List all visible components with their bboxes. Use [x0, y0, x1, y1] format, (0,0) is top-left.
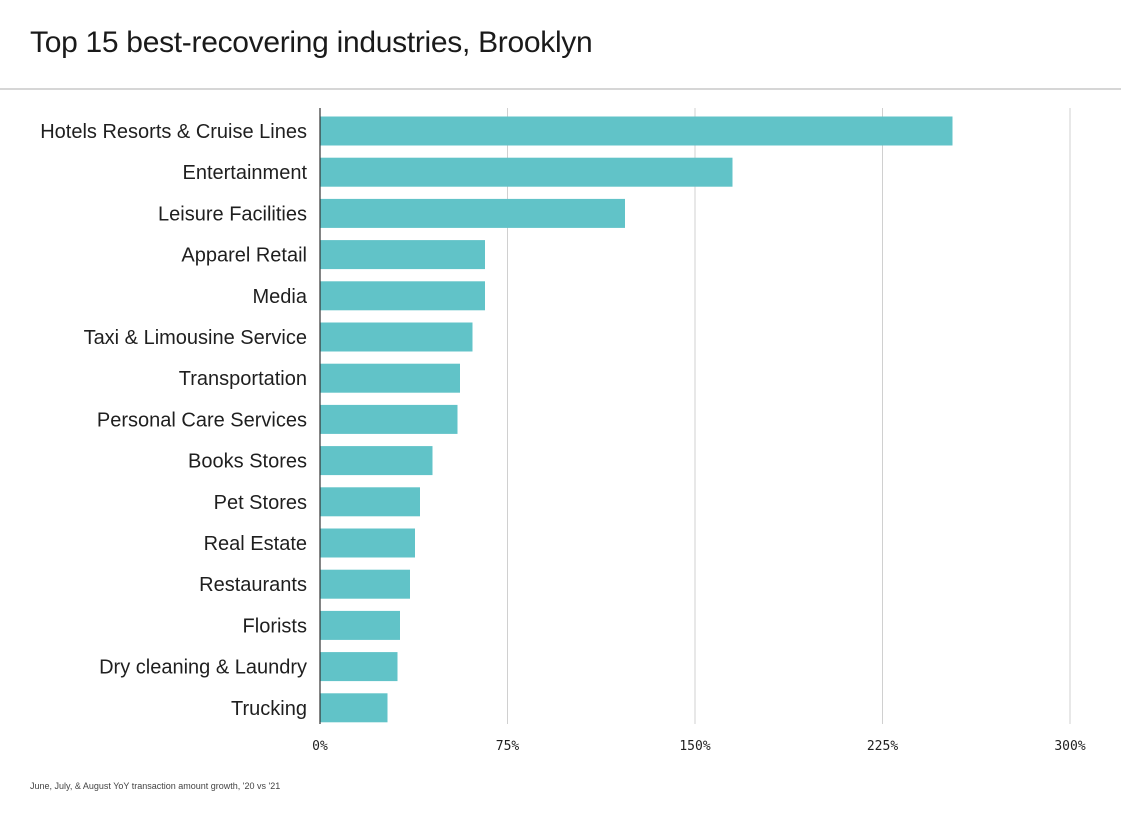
bar [320, 652, 398, 682]
bar [320, 528, 415, 558]
x-tick-label: 150% [679, 739, 710, 754]
x-tick-label: 300% [1054, 739, 1085, 754]
bar [320, 569, 410, 599]
bar [320, 693, 388, 723]
category-label: Real Estate [204, 533, 307, 555]
category-label: Restaurants [199, 574, 307, 596]
bar [320, 487, 420, 517]
bar [320, 446, 433, 476]
category-label: Trucking [231, 698, 307, 720]
bar [320, 610, 400, 640]
bars [320, 116, 953, 723]
category-label: Entertainment [182, 162, 307, 184]
category-label: Books Stores [188, 451, 307, 473]
category-label: Apparel Retail [181, 245, 307, 267]
bar [320, 198, 625, 228]
category-label: Hotels Resorts & Cruise Lines [40, 121, 307, 143]
category-labels: Hotels Resorts & Cruise Lines Entertainme… [40, 121, 308, 720]
x-tick-label: 75% [496, 739, 520, 754]
category-label: Pet Stores [214, 492, 307, 514]
bar [320, 363, 460, 393]
chart-footnote: June, July, & August YoY transaction amo… [30, 781, 281, 791]
bar [320, 281, 485, 311]
bar [320, 322, 473, 352]
category-label: Leisure Facilities [158, 203, 307, 225]
bar [320, 116, 953, 146]
category-label: Taxi & Limousine Service [84, 327, 307, 349]
title-divider [0, 88, 1121, 90]
bar [320, 157, 733, 187]
bar [320, 404, 458, 434]
category-label: Media [253, 286, 308, 308]
bar [320, 240, 485, 270]
category-label: Transportation [179, 368, 307, 390]
category-label: Personal Care Services [97, 409, 307, 431]
category-label: Florists [243, 615, 307, 637]
x-tick-label: 225% [867, 739, 898, 754]
chart-title: Top 15 best-recovering industries, Brook… [30, 26, 593, 59]
category-label: Dry cleaning & Laundry [99, 657, 307, 679]
x-tick-labels: 0% 75% 150% 225% 300% [312, 739, 1086, 754]
x-tick-label: 0% [312, 739, 328, 754]
